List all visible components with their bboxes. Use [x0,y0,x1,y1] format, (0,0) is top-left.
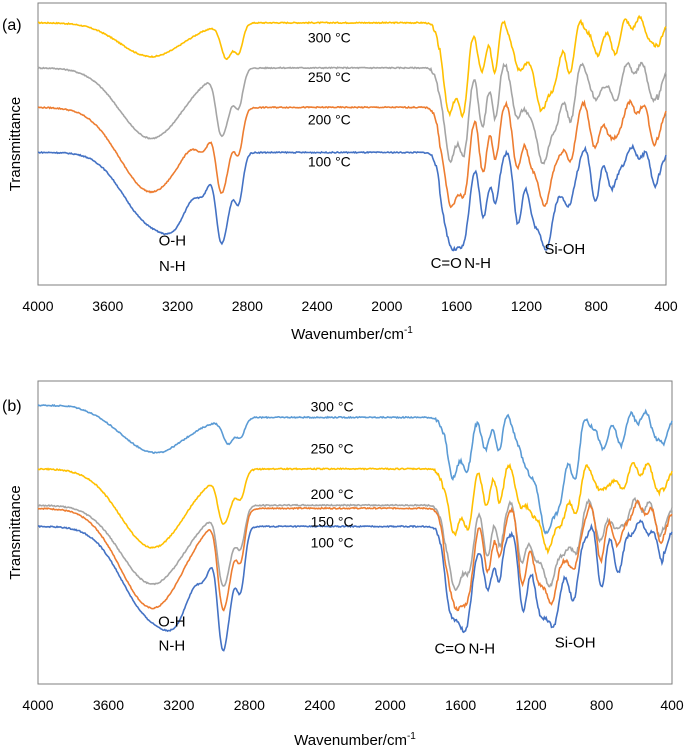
chart-panel-a: (a) 4000 3600 3200 2800 2400 2000 1600 1200 800 40… [2,2,678,343]
panel-label: (b) [2,398,22,415]
series-line-200c [37,98,667,209]
x-tick-label: 1200 [511,298,542,314]
x-tick-label: 2000 [375,697,406,713]
x-tick-label: 1600 [445,697,476,713]
series-label: 300 °C [308,29,351,45]
x-tick-label: 3200 [163,697,194,713]
peak-annotation: O-H [158,613,186,630]
series-line-100c [37,519,673,652]
x-tick-label: 2400 [302,298,333,314]
peak-annotation: O-H [159,233,187,250]
x-tick-label: 2800 [234,697,265,713]
series-label: 300 °C [311,398,354,414]
x-tick-label: 1200 [516,697,547,713]
series-label: 150 °C [311,513,354,529]
x-tick-label: 1600 [441,298,472,314]
x-tick-label: 400 [654,298,678,314]
x-tick-label: 2400 [304,697,335,713]
peak-annotation: N-H [159,638,186,655]
chart-panel-b: (b) 4000 3600 3200 2800 2400 2000 1600 1200 800 40… [2,380,684,749]
series-label: 250 °C [308,69,351,85]
peak-annotation: C=O [431,255,462,272]
peak-annotation: Si-OH [544,241,585,258]
x-tick-label: 400 [660,697,684,713]
series-label: 100 °C [311,535,354,551]
series-line-300c [37,403,673,535]
x-tick-label: 4000 [22,298,53,314]
y-axis-label: Transmittance [7,97,24,191]
x-tick-label: 3600 [93,697,124,713]
peak-annotation: C=O [434,641,465,658]
x-tick-label: 2800 [232,298,263,314]
x-tick-label: 4000 [22,697,53,713]
peak-annotation: Si-OH [555,635,596,652]
x-tick-label: 2000 [371,298,402,314]
peak-annotation: N-H [464,255,491,272]
x-tick-label: 800 [590,697,614,713]
series-label: 100 °C [308,154,351,170]
x-tick-label: 3200 [162,298,193,314]
peak-annotation: N-H [468,641,495,658]
plot-frame [37,2,667,286]
series-line-250c [37,61,667,165]
y-axis-label: Transmittance [7,485,24,579]
series-line-300c [37,14,667,119]
x-axis-label: Wavenumber/cm-1 [294,731,416,749]
peak-annotation: N-H [159,258,186,275]
series-line-250c [37,461,673,555]
series-line-100c [37,143,667,252]
series-label: 200 °C [308,111,351,127]
series-line-200c [37,496,673,592]
x-axis-label: Wavenumber/cm-1 [291,325,413,343]
x-tick-label: 800 [585,298,609,314]
series-label: 250 °C [311,441,354,457]
series-label: 200 °C [311,486,354,502]
x-tick-label: 3600 [92,298,123,314]
series-line-150c [37,499,673,612]
panel-label: (a) [2,17,22,34]
